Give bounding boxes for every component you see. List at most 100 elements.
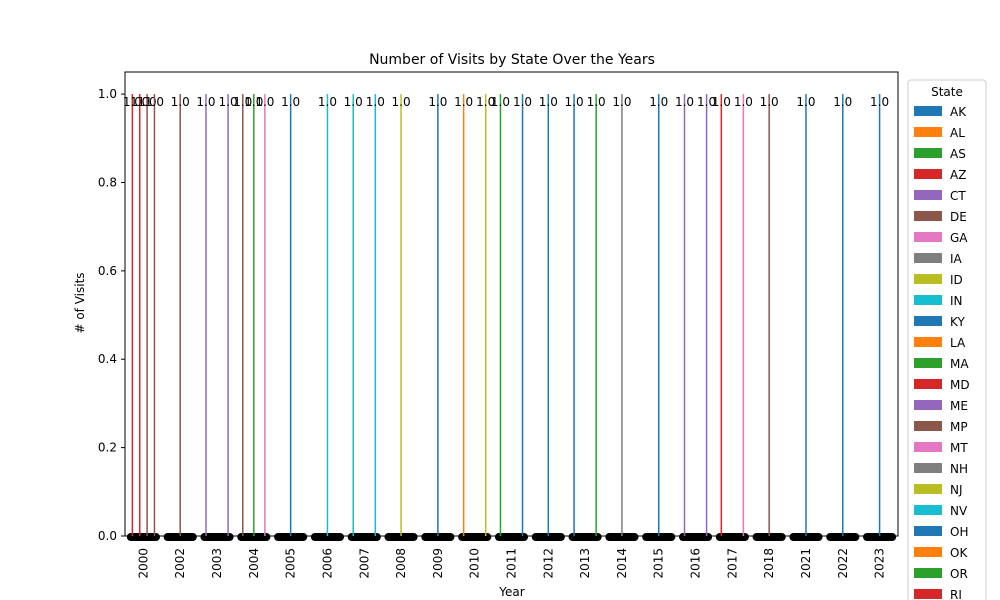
x-tick-label: 2015 [652, 548, 666, 579]
bar-in-2007 [352, 94, 354, 536]
bar-value-label: 1.0 [255, 95, 274, 109]
legend-label-nv: NV [950, 504, 968, 518]
legend-label-al: AL [950, 126, 965, 140]
legend-swatch-az [914, 169, 942, 179]
plot-frame [124, 71, 899, 537]
legend-swatch-as [914, 148, 942, 158]
bar-de-2004 [242, 94, 244, 536]
legend-label-in: IN [950, 294, 963, 308]
legend-label-oh: OH [950, 525, 968, 539]
bar-value-label: 1.0 [130, 95, 149, 109]
bar-md-2000 [138, 94, 141, 536]
bar-az-2017 [720, 94, 723, 536]
bar-az-2000 [131, 94, 134, 536]
x-tick-label: 2018 [762, 548, 776, 579]
x-tick-label: 2007 [357, 548, 371, 579]
x-tick-label: 2012 [541, 548, 555, 579]
legend-swatch-ia [914, 253, 942, 263]
legend-label-ct: CT [950, 189, 966, 203]
bar-value-label: 1.0 [833, 95, 852, 109]
x-tick-label: 2016 [689, 548, 703, 579]
bar-ky-2013 [573, 94, 575, 536]
bar-me-2003 [227, 94, 229, 536]
legend-swatch-ri [914, 589, 942, 599]
legend-label-nh: NH [950, 462, 968, 476]
bar-value-label: 1.0 [344, 95, 363, 109]
bar-nv-2007 [374, 94, 377, 536]
legend-swatch-oh [914, 526, 942, 536]
legend-label-ga: GA [950, 231, 968, 245]
y-tick-label: 0.4 [98, 352, 117, 366]
x-tick-label: 2004 [247, 548, 261, 579]
bar-value-label: 1.0 [760, 95, 779, 109]
x-tick-label: 2009 [431, 548, 445, 579]
bar-ak-2009 [437, 94, 439, 536]
x-tick-label: 2006 [320, 548, 334, 579]
legend-label-az: AZ [950, 168, 966, 182]
legend-swatch-ct [914, 190, 942, 200]
bar-value-label: 1.0 [491, 95, 510, 109]
legend-swatch-ak [914, 106, 942, 116]
legend-swatch-ky [914, 316, 942, 326]
legend-swatch-me [914, 400, 942, 410]
bar-value-label: 1.0 [649, 95, 668, 109]
y-tick-label: 0.6 [98, 264, 117, 278]
bar-value-label: 1.0 [734, 95, 753, 109]
bar-value-label: 1.0 [796, 95, 815, 109]
legend-swatch-mp [914, 421, 942, 431]
x-tick-label: 2002 [173, 548, 187, 579]
chart-title: Number of Visits by State Over the Years [369, 52, 655, 68]
legend-swatch-nh [914, 463, 942, 473]
legend-label-ia: IA [950, 252, 963, 266]
bar-value-label: 1.0 [219, 95, 238, 109]
bar-value-label: 1.0 [539, 95, 558, 109]
bar-value-label: 1.0 [675, 95, 694, 109]
bar-mp-2000 [153, 94, 156, 536]
bar-ak-2015 [657, 94, 660, 536]
bar-me-2016 [705, 94, 708, 536]
legend-label-id: ID [950, 273, 963, 287]
bar-value-label: 1.0 [392, 95, 411, 109]
x-tick-label: 2017 [725, 548, 739, 579]
legend-swatch-nj [914, 484, 942, 494]
legend-swatch-id [914, 274, 942, 284]
bar-value-label: 1.0 [123, 95, 142, 109]
bar-value-label: 1.0 [138, 95, 157, 109]
bar-value-label: 1.0 [145, 95, 164, 109]
legend-label-md: MD [950, 378, 970, 392]
legend-label-or: OR [950, 567, 968, 581]
legend-swatch-nv [914, 505, 942, 515]
bar-value-label: 1.0 [244, 95, 263, 109]
y-tick-label: 0.2 [98, 441, 117, 455]
bar-de-2002 [179, 94, 181, 536]
legend-swatch-ga [914, 232, 942, 242]
x-tick-label: 2021 [799, 548, 813, 579]
x-tick-label: 2013 [578, 548, 592, 579]
bar-value-label: 1.0 [870, 95, 889, 109]
bar-ga-2004 [264, 94, 266, 536]
bar-ma-2013 [595, 94, 597, 536]
legend: State AK AL AS AZ CT DE GA IA ID IN KY LA MA MD ME MP MT N… [907, 79, 987, 600]
legend-swatch-ma [914, 358, 942, 368]
legend-swatch-in [914, 295, 942, 305]
bar-ak-2021 [805, 94, 807, 536]
x-tick-label: 2014 [615, 548, 629, 579]
bar-value-label: 1.0 [697, 95, 716, 109]
x-tick-label: 2023 [873, 548, 887, 579]
bar-id-2010 [484, 94, 487, 536]
bar-ct-2003 [205, 94, 207, 536]
legend-swatch-md [914, 379, 942, 389]
x-tick-label: 2008 [394, 548, 408, 579]
bar-oh-2022 [842, 94, 844, 536]
legend-title: State [931, 85, 963, 99]
y-tick-label: 1.0 [98, 87, 117, 101]
legend-swatch-la [914, 337, 942, 347]
bar-id-2008 [400, 94, 402, 536]
x-tick-label: 2000 [136, 548, 150, 579]
bar-mp-2018 [768, 94, 770, 536]
legend-swatch-mt [914, 442, 942, 452]
x-tick-label: 2011 [505, 548, 519, 579]
x-tick-label: 2005 [284, 548, 298, 579]
bar-value-label: 1.0 [318, 95, 337, 109]
